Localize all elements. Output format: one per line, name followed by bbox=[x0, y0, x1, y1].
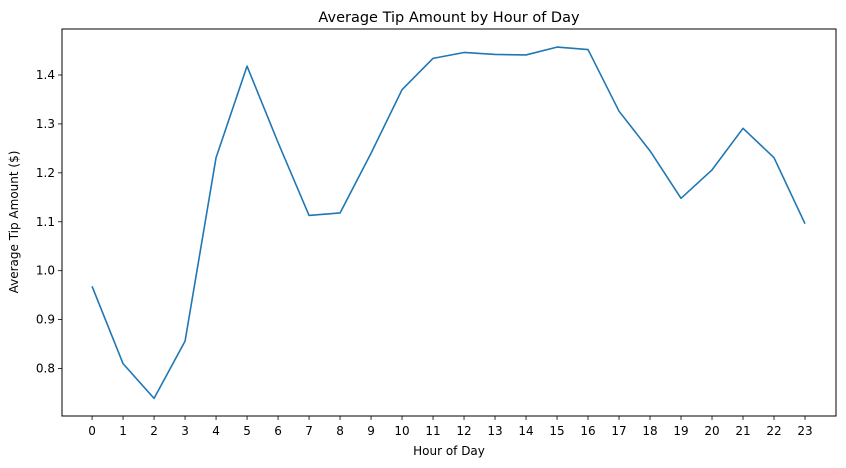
x-tick-label: 19 bbox=[673, 424, 688, 438]
y-tick-label: 1.2 bbox=[36, 166, 55, 180]
y-tick-label: 0.8 bbox=[36, 362, 55, 376]
x-tick-label: 15 bbox=[549, 424, 564, 438]
y-tick-label: 1.4 bbox=[36, 68, 55, 82]
x-tick-label: 14 bbox=[518, 424, 533, 438]
series-layer bbox=[91, 46, 806, 400]
y-tick-label: 1.0 bbox=[36, 264, 55, 278]
chart-title: Average Tip Amount by Hour of Day bbox=[318, 10, 580, 26]
x-tick-label: 23 bbox=[797, 424, 812, 438]
x-tick-label: 17 bbox=[611, 424, 626, 438]
x-tick-label: 0 bbox=[88, 424, 96, 438]
x-tick-label: 4 bbox=[212, 424, 220, 438]
x-tick-label: 13 bbox=[487, 424, 502, 438]
x-tick-label: 20 bbox=[704, 424, 719, 438]
x-tick-label: 8 bbox=[336, 424, 344, 438]
plot-area: 0 1 2 3 4 5 6 7 8 9 10 11 12 13 14 15 16 17 18 19 20 21 22 23 0… bbox=[36, 28, 837, 438]
x-tick-label: 18 bbox=[642, 424, 657, 438]
y-tick-label: 0.9 bbox=[36, 313, 55, 327]
x-tick-label: 16 bbox=[580, 424, 595, 438]
y-tick-label: 1.1 bbox=[36, 215, 55, 229]
x-tick-label: 11 bbox=[425, 424, 440, 438]
x-tick-label: 6 bbox=[274, 424, 282, 438]
x-axis: 0 1 2 3 4 5 6 7 8 9 10 11 12 13 14 15 16 17 18 19 20 21 22 23 bbox=[88, 416, 813, 438]
x-tick-label: 3 bbox=[181, 424, 189, 438]
x-tick-label: 22 bbox=[766, 424, 781, 438]
x-tick-label: 1 bbox=[119, 424, 127, 438]
x-tick-label: 21 bbox=[735, 424, 750, 438]
series-line bbox=[91, 46, 806, 400]
y-axis-label: Average Tip Amount ($) bbox=[7, 151, 21, 294]
plot-frame bbox=[61, 28, 837, 417]
y-axis: 0.8 0.9 1.0 1.1 1.2 1.3 1.4 bbox=[36, 68, 62, 376]
x-tick-label: 10 bbox=[394, 424, 409, 438]
x-tick-label: 7 bbox=[305, 424, 313, 438]
x-axis-label: Hour of Day bbox=[413, 444, 485, 458]
x-tick-label: 2 bbox=[150, 424, 158, 438]
x-tick-label: 5 bbox=[243, 424, 251, 438]
x-tick-label: 9 bbox=[367, 424, 375, 438]
x-tick-label: 12 bbox=[456, 424, 471, 438]
y-tick-label: 1.3 bbox=[36, 117, 55, 131]
